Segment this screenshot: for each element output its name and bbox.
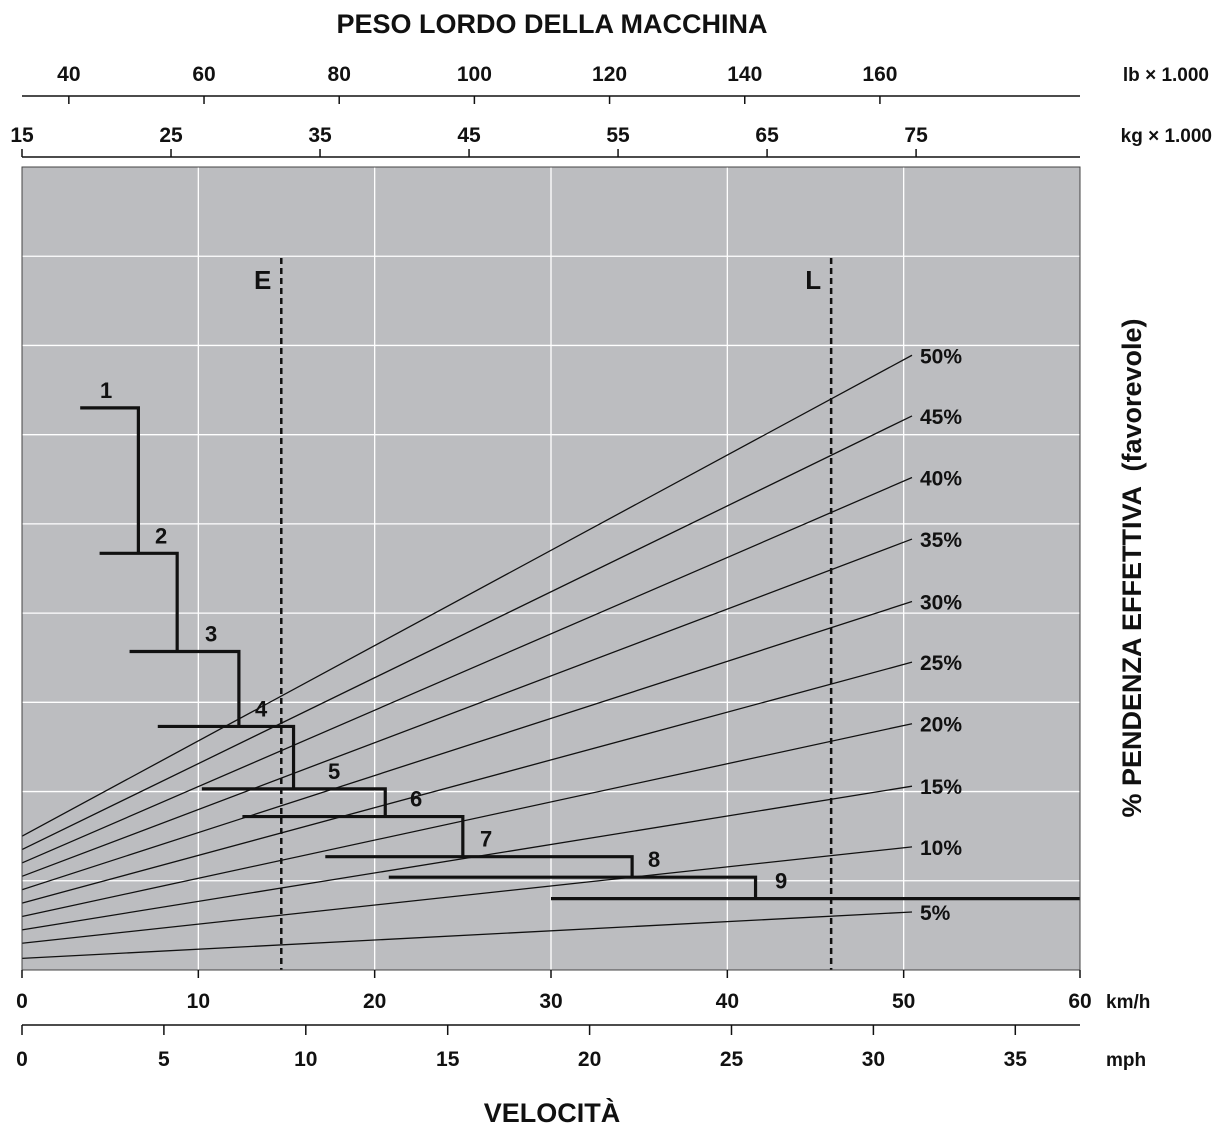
mph-unit-label: mph (1106, 1050, 1146, 1071)
grade-label: 25% (920, 652, 962, 675)
chart-title: PESO LORDO DELLA MACCHINA (337, 9, 768, 39)
kg-tick-label: 75 (904, 124, 928, 147)
y-axis-title: % PENDENZA EFFETTIVA (favorevole) (1117, 318, 1147, 817)
reference-label: L (805, 265, 821, 295)
grade-label: 50% (920, 345, 962, 368)
kg-unit-label: kg × 1.000 (1121, 126, 1212, 147)
mph-tick-label: 15 (436, 1048, 460, 1071)
grade-line (21, 661, 913, 904)
kg-tick-label: 35 (308, 124, 332, 147)
kmh-tick-label: 40 (716, 990, 739, 1013)
gear-curve (129, 649, 241, 727)
kmh-unit-label: km/h (1106, 992, 1150, 1013)
kmh-tick-label: 30 (539, 990, 562, 1013)
kg-tick-label: 65 (755, 124, 779, 147)
kg-tick-label: 25 (159, 124, 183, 147)
grade-line (21, 476, 913, 864)
mph-tick-label: 20 (578, 1048, 601, 1071)
grade-line (21, 415, 913, 851)
gear-curve (201, 787, 387, 817)
weight-axes: 40 60 80 100 120 140 160 lb × 1.000 15 25 35 45 55 65… (10, 63, 1212, 158)
grade-label: 10% (920, 837, 962, 860)
kmh-tick-label: 20 (363, 990, 386, 1013)
grade-line (21, 600, 913, 891)
mph-tick-label: 35 (1004, 1048, 1028, 1071)
lb-tick-label: 120 (592, 63, 627, 86)
mph-tick-label: 5 (158, 1048, 170, 1071)
mph-tick-label: 30 (862, 1048, 885, 1071)
grade-line (21, 723, 913, 918)
grade-line (21, 354, 913, 837)
reference-label: E (254, 265, 271, 295)
grade-label: 35% (920, 529, 962, 552)
gear-label: 3 (205, 621, 217, 646)
grade-label: 45% (920, 406, 962, 429)
gear-label: 2 (155, 523, 167, 548)
gear-label: 1 (100, 378, 112, 403)
gear-curve (99, 551, 179, 652)
kg-tick-label: 15 (10, 124, 34, 147)
gear-curve (80, 406, 140, 554)
mph-tick-label: 10 (294, 1048, 317, 1071)
gear-label: 7 (480, 827, 492, 852)
kg-tick-label: 45 (457, 124, 481, 147)
lb-tick-label: 80 (328, 63, 351, 86)
mph-tick-label: 25 (720, 1048, 744, 1071)
grade-label: 30% (920, 592, 962, 615)
grade-line (21, 911, 913, 960)
lb-tick-label: 100 (457, 63, 492, 86)
grade-label: 40% (920, 467, 962, 490)
gear-curve (388, 875, 758, 899)
kmh-tick-label: 10 (187, 990, 210, 1013)
gear-label: 9 (775, 869, 787, 894)
kmh-tick-label: 50 (892, 990, 915, 1013)
gear-curve (325, 855, 634, 878)
gear-label: 5 (328, 759, 340, 784)
grade-label: 15% (920, 776, 962, 799)
kmh-tick-label: 0 (16, 990, 28, 1013)
gear-curve (157, 724, 296, 789)
lb-tick-label: 160 (862, 63, 897, 86)
grade-line (21, 846, 913, 944)
speed-axes: 0 10 20 30 40 50 60 km/h 0 5 10 15 20 25 30 35 mph (16, 970, 1150, 1071)
lb-unit-label: lb × 1.000 (1123, 65, 1209, 86)
gear-label: 4 (255, 696, 268, 721)
kmh-tick-label: 60 (1068, 990, 1091, 1013)
lb-tick-label: 60 (192, 63, 215, 86)
grade-line (21, 538, 913, 877)
mph-tick-label: 0 (16, 1048, 28, 1071)
kg-tick-label: 55 (606, 124, 630, 147)
grade-label: 20% (920, 714, 962, 737)
y-axis-title-main: % PENDENZA EFFETTIVA (1117, 487, 1147, 818)
plot-area: 5% 10% 15% 20% 25% 30% 35% 40% 45% 50% E L 1 2 3 4 5 6 7 8 9 (21, 166, 1081, 971)
gear-label: 8 (648, 847, 660, 872)
grade-label: 5% (920, 902, 951, 925)
lb-tick-label: 40 (57, 63, 80, 86)
y-axis-title-suffix: (favorevole) (1117, 318, 1147, 471)
lb-tick-label: 140 (727, 63, 762, 86)
gear-label: 6 (410, 787, 422, 812)
x-axis-title: VELOCITÀ (484, 1097, 621, 1124)
gear-curve (242, 814, 465, 857)
